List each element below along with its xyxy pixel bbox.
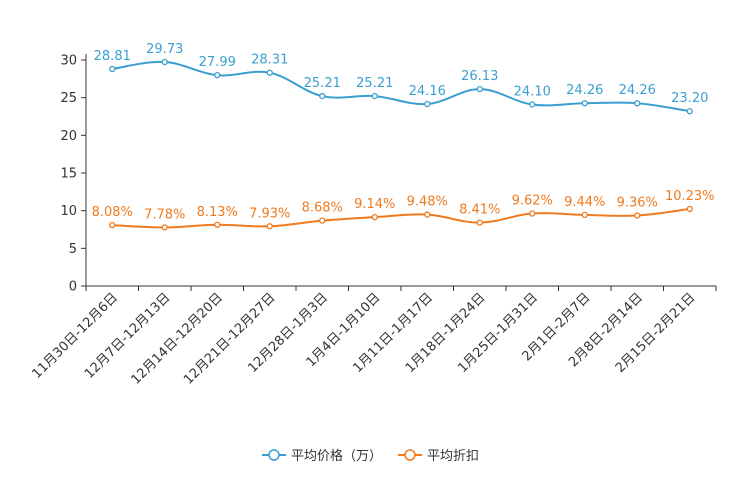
data-point [371, 213, 378, 221]
data-point [529, 101, 536, 108]
data-point [634, 212, 641, 219]
data-label: 7.93% [249, 206, 290, 221]
legend-label: 平均价格（万） [291, 448, 382, 464]
data-point [266, 69, 273, 76]
data-label: 24.16 [409, 84, 446, 99]
data-label: 8.68% [302, 201, 343, 216]
y-tick-label: 10 [60, 204, 77, 219]
y-axis: 0 5 10 15 20 25 30 [60, 54, 87, 295]
data-point [686, 205, 693, 213]
data-point [476, 219, 483, 226]
data-point [266, 223, 273, 230]
series-layer: 28.81 29.73 27.99 28.31 25.21 25.21 24.16 26.13… [92, 42, 715, 231]
data-label: 9.48% [407, 195, 448, 210]
data-label: 10.23% [665, 189, 715, 204]
legend-item-avg-price[interactable]: 平均价格（万） [262, 448, 382, 464]
x-tick-label: 11月30日-12月6日 [29, 290, 121, 382]
y-tick-label: 20 [60, 129, 77, 144]
data-point [161, 58, 168, 66]
data-point [214, 71, 221, 79]
data-label: 8.41% [459, 203, 500, 218]
x-tick-label: 12月21日-12月27日 [181, 290, 278, 387]
data-point [529, 210, 536, 217]
y-tick-label: 0 [69, 280, 77, 295]
data-point [371, 92, 378, 100]
series-avg-price: 28.81 29.73 27.99 28.31 25.21 25.21 24.16 26.13… [94, 42, 708, 115]
series-line [112, 207, 690, 229]
legend-item-avg-discount[interactable]: 平均折扣 [398, 449, 479, 464]
data-label: 29.73 [146, 42, 183, 57]
data-point [319, 217, 326, 224]
x-axis: 11月30日-12月6日12月7日-12月13日12月14日-12月20日12月… [29, 285, 717, 388]
data-label: 9.44% [564, 195, 605, 210]
data-point [214, 221, 221, 228]
y-tick-label: 15 [60, 167, 77, 182]
legend[interactable]: 平均价格（万） 平均折扣 [262, 448, 479, 464]
data-label: 23.20 [671, 91, 708, 106]
data-label: 26.13 [461, 69, 498, 84]
legend-marker-icon [268, 449, 280, 461]
data-label: 27.99 [199, 55, 236, 70]
data-label: 24.10 [514, 84, 551, 99]
data-point [424, 211, 431, 218]
data-point [581, 211, 588, 219]
data-point [424, 100, 431, 108]
series-avg-discount: 8.08% 7.78% 8.13% 7.93% 8.68% 9.14% 9.48% 8.41%… [92, 189, 715, 231]
data-point [319, 92, 326, 100]
data-label: 7.78% [144, 207, 185, 222]
y-tick-label: 5 [69, 242, 77, 257]
data-point [161, 224, 168, 231]
data-label: 25.21 [356, 76, 393, 91]
legend-marker-icon [404, 449, 416, 461]
data-point [686, 108, 693, 115]
data-point [581, 100, 588, 107]
data-point [109, 65, 116, 73]
legend-label: 平均折扣 [427, 449, 479, 464]
data-label: 24.26 [619, 83, 656, 98]
data-label: 9.36% [617, 195, 658, 210]
y-tick-label: 30 [60, 54, 77, 69]
y-tick-label: 25 [60, 91, 77, 106]
data-point [476, 86, 483, 93]
data-label: 25.21 [304, 76, 341, 91]
x-tick-label: 12月14日-12月20日 [129, 290, 226, 387]
data-label: 8.13% [197, 205, 238, 220]
data-label: 24.26 [566, 83, 603, 98]
series-line [112, 60, 690, 113]
data-label: 8.08% [92, 205, 133, 220]
data-label: 9.14% [354, 197, 395, 212]
data-point [634, 100, 641, 107]
data-label: 28.81 [94, 49, 131, 64]
data-point [109, 221, 116, 229]
data-label: 28.31 [251, 53, 288, 68]
data-label: 9.62% [512, 194, 553, 209]
